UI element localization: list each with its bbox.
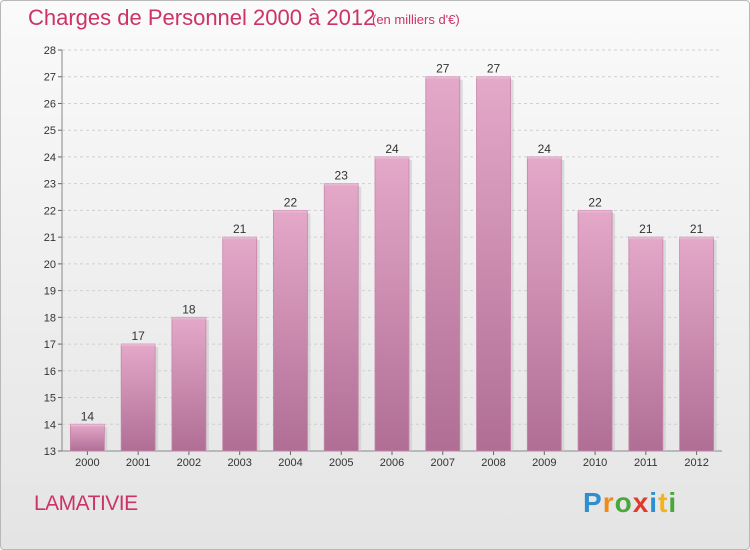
bar-top-highlight	[70, 424, 105, 427]
x-tick-label: 2000	[75, 457, 99, 469]
logo-letter: i	[649, 487, 659, 518]
bar	[273, 209, 308, 452]
y-tick-label: 13	[44, 446, 56, 458]
bar	[679, 236, 715, 452]
x-tick-label: 2011	[634, 457, 658, 469]
bar	[323, 183, 359, 452]
bar-top-highlight	[628, 237, 663, 240]
commune-name: LAMATIVIE	[34, 492, 138, 515]
logo-letter: t	[658, 487, 669, 518]
logo-letter: o	[614, 487, 633, 518]
x-tick-label: 2004	[278, 457, 302, 469]
bar-group	[526, 156, 565, 452]
bar-group	[273, 209, 311, 452]
bar-group	[69, 423, 108, 452]
y-tick-label: 23	[44, 179, 56, 191]
y-tick-label: 22	[44, 205, 56, 217]
bar	[222, 236, 258, 452]
x-tick-label: 2010	[583, 457, 607, 469]
proxiti-logo[interactable]: Proxiti	[583, 487, 677, 519]
x-tick-label: 2009	[532, 457, 556, 469]
y-tick-label: 24	[44, 152, 56, 164]
bar-top-highlight	[222, 237, 257, 240]
bar-value-label: 24	[538, 142, 552, 156]
bar-value-label: 24	[385, 142, 399, 156]
bar	[171, 316, 207, 452]
bar-top-highlight	[375, 156, 409, 159]
bar	[577, 209, 613, 452]
bar-value-label: 14	[81, 409, 95, 423]
bar-top-highlight	[121, 344, 156, 347]
bar	[120, 343, 156, 452]
bar-group	[171, 316, 209, 452]
bar-value-label: 27	[436, 62, 450, 76]
bar	[476, 76, 511, 452]
bar-value-label: 18	[182, 302, 196, 316]
bar-top-highlight	[171, 317, 206, 320]
y-tick-label: 16	[44, 366, 56, 378]
bar-top-highlight	[679, 237, 714, 240]
bar-group	[222, 236, 260, 452]
x-tick-label: 2003	[227, 457, 251, 469]
bar-group	[577, 209, 616, 452]
bar-top-highlight	[578, 210, 613, 213]
y-tick-label: 19	[44, 286, 56, 298]
bar-group	[476, 76, 514, 452]
bar-value-label: 22	[588, 195, 602, 209]
y-tick-label: 18	[44, 312, 56, 324]
bar-value-label: 17	[131, 329, 145, 343]
bar	[526, 156, 562, 452]
bar-group	[628, 236, 666, 452]
bar	[628, 236, 664, 452]
x-tick-label: 2005	[329, 457, 353, 469]
bar-value-label: 27	[487, 62, 501, 76]
bar-value-label: 23	[335, 169, 349, 183]
y-tick-label: 14	[44, 419, 56, 431]
x-tick-label: 2008	[481, 457, 505, 469]
y-tick-label: 26	[44, 98, 56, 110]
bar-top-highlight	[324, 183, 359, 186]
bar-value-label: 22	[284, 195, 298, 209]
bar-top-highlight	[476, 76, 511, 79]
y-tick-label: 27	[44, 72, 56, 84]
bar-group	[120, 343, 159, 452]
x-tick-label: 2002	[177, 457, 201, 469]
logo-letter: r	[602, 487, 615, 518]
bar-group	[323, 183, 362, 452]
x-tick-label: 2001	[126, 457, 150, 469]
bar-value-label: 21	[233, 222, 247, 236]
bar-top-highlight	[527, 156, 562, 159]
bar-layer	[69, 76, 717, 452]
x-tick-label: 2006	[380, 457, 404, 469]
chart-subtitle: (en milliers d'€)	[372, 12, 460, 27]
bar-value-label: 21	[639, 222, 653, 236]
y-tick-label: 17	[44, 339, 56, 351]
logo-letter: P	[583, 487, 603, 518]
bar-value-label: 21	[690, 222, 704, 236]
bar	[425, 76, 461, 452]
bar-top-highlight	[273, 210, 308, 213]
y-tick-label: 28	[44, 45, 56, 57]
x-tick-label: 2007	[431, 457, 455, 469]
bar	[374, 156, 410, 452]
chart-title: Charges de Personnel 2000 à 2012	[28, 5, 376, 30]
bar-group	[425, 76, 463, 452]
y-tick-label: 20	[44, 259, 56, 271]
y-tick-label: 21	[44, 232, 56, 244]
y-tick-label: 15	[44, 393, 56, 405]
logo-letter: i	[668, 487, 678, 518]
bar-group	[679, 236, 717, 452]
x-tick-label: 2012	[684, 457, 708, 469]
bar-group	[374, 156, 412, 452]
bar-top-highlight	[425, 76, 460, 79]
logo-letter: x	[632, 487, 650, 518]
bar	[69, 423, 105, 452]
y-tick-label: 25	[44, 125, 56, 137]
label-layer: 14 17 18 21 22 23 24 27 27 24 22 21 21	[81, 62, 704, 424]
